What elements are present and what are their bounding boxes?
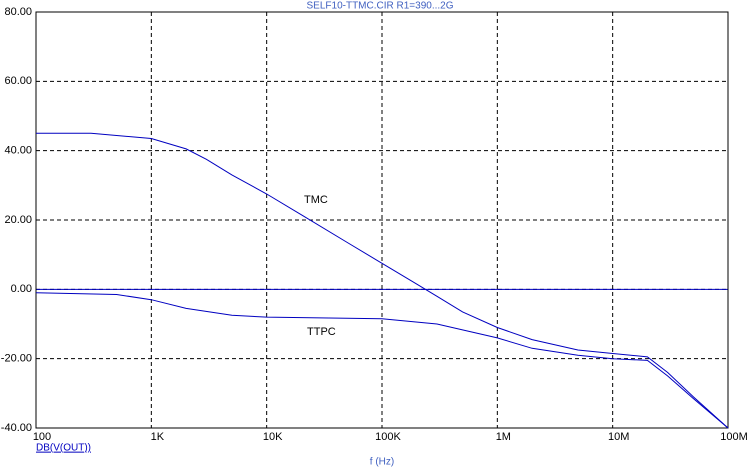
x-tick-label: 100 [33,431,51,443]
y-tick-label: 40.00 [4,145,32,157]
x-axis-label: f (Hz) [370,457,394,468]
y-tick-label: 60.00 [4,75,32,87]
line-trace [36,132,729,429]
plot-frame [35,11,729,429]
x-tick-label: 1K [151,431,165,443]
y-tick-label: -20.00 [1,353,32,365]
chart-title: SELF10-TTMC.CIR R1=390...2G [307,1,454,12]
x-tick-label: 100M [720,431,748,443]
y-tick-label: 80.00 [4,6,32,18]
y-tick-label: 20.00 [4,214,32,226]
x-tick-label: 10K [263,431,283,443]
line-trace [35,292,729,429]
x-tick-label: 10M [608,431,629,443]
y-axis-label: DB(V(OUT)) [36,443,91,454]
series-label: TMC [304,194,328,206]
series-label: TTPC [307,326,336,338]
y-tick-label: -40.00 [1,422,32,434]
y-tick-label: 0.00 [11,283,32,295]
x-tick-label: 1M [496,431,511,443]
x-tick-label: 100K [375,431,401,443]
